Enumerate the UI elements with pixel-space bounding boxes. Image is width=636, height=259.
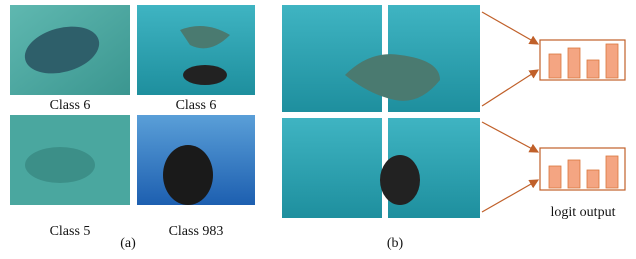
caption: Class 6	[176, 98, 217, 113]
caption: Class 6	[50, 98, 91, 113]
arrow	[482, 12, 538, 44]
diver	[380, 155, 420, 205]
logit-bar	[549, 54, 561, 78]
caption: Class 983	[169, 224, 224, 239]
caption: Class 5	[50, 224, 91, 239]
logit-bar	[606, 44, 618, 78]
logit-bar	[568, 160, 580, 188]
logit-bar	[568, 48, 580, 78]
logit-bar	[606, 156, 618, 188]
photo-grid	[10, 5, 255, 205]
tile	[282, 5, 382, 112]
logit-bar	[549, 166, 561, 188]
logit-bar	[587, 60, 599, 78]
panel-label: (b)	[387, 236, 404, 251]
panel-label: (a)	[120, 236, 136, 251]
diver	[163, 145, 213, 205]
tile-grid	[282, 5, 480, 218]
logit-bar	[587, 170, 599, 188]
arrows	[482, 12, 538, 212]
arrow	[482, 70, 538, 106]
diver	[183, 65, 227, 85]
tile	[282, 118, 382, 218]
output-label: logit output	[551, 205, 616, 220]
figure: Class 6 Class 6 Class 5 Class 983 (a) (b…	[0, 0, 636, 259]
arrow	[482, 122, 538, 152]
arrow	[482, 180, 538, 212]
stingray	[25, 147, 95, 183]
